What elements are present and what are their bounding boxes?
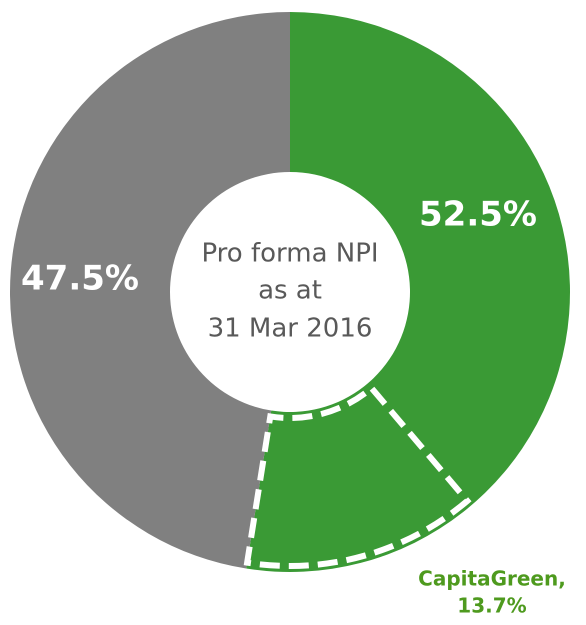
donut-segment — [246, 12, 570, 573]
value-label: 52.5% — [419, 195, 537, 235]
highlight-name: CapitaGreen, — [418, 567, 566, 591]
donut — [10, 12, 570, 573]
highlight-label: 13.7% — [457, 594, 526, 618]
highlight-segment — [243, 383, 472, 569]
value-label: 47.5% — [21, 259, 139, 299]
center-text: 31 Mar 2016 — [208, 314, 373, 344]
center-text: as at — [258, 276, 322, 306]
donut-segment — [10, 12, 290, 569]
center-text: Pro forma NPI — [201, 239, 378, 269]
